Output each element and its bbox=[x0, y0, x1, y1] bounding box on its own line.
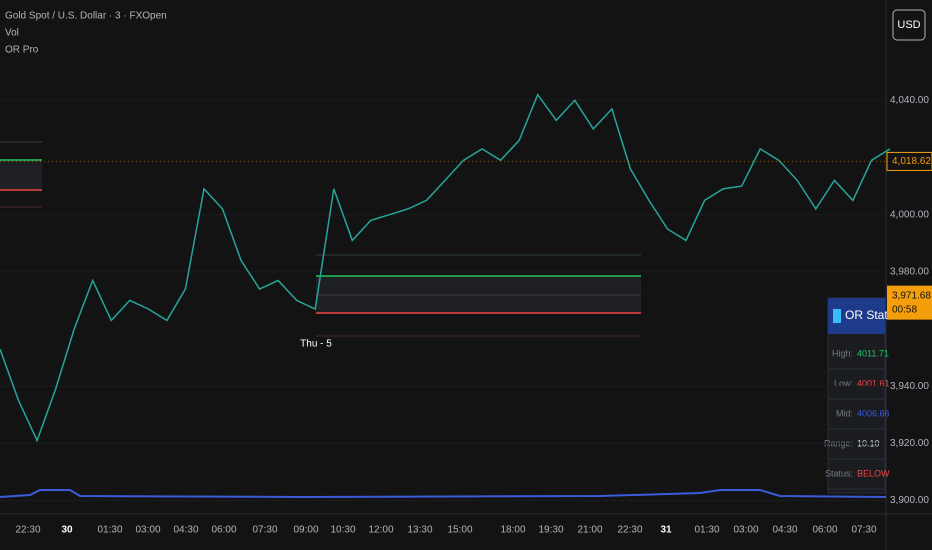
currency-button[interactable] bbox=[892, 9, 926, 41]
y-tick-label: 4,000.00 bbox=[890, 209, 929, 220]
x-tick-label: 19:30 bbox=[538, 525, 563, 536]
y-tick-label: 3,920.00 bbox=[890, 438, 929, 449]
cursor-price-tag bbox=[887, 285, 932, 320]
last-price: 4,018.62 bbox=[892, 156, 931, 167]
x-tick-label: 22:30 bbox=[617, 525, 642, 536]
x-tick-label: 21:00 bbox=[577, 525, 602, 536]
symbol: Gold Spot / U.S. Dollar · 3 · FXOpen bbox=[5, 11, 167, 22]
x-tick-label: 10:30 bbox=[330, 525, 355, 536]
indicator: OR Pro bbox=[5, 45, 39, 56]
x-tick-label: 06:00 bbox=[812, 525, 837, 536]
x-tick-label: 07:30 bbox=[252, 525, 277, 536]
x-tick-label: 31 bbox=[660, 525, 672, 536]
x-tick-label: 01:30 bbox=[694, 525, 719, 536]
last-price-tag bbox=[886, 151, 932, 171]
x-tick-label: 22:30 bbox=[15, 525, 40, 536]
x-tick-label: 03:00 bbox=[733, 525, 758, 536]
countdown: 00:58 bbox=[892, 304, 917, 315]
y-tick-label: 3,940.00 bbox=[890, 381, 929, 392]
session-label: Thu - 5 bbox=[300, 339, 332, 350]
indicator: Vol bbox=[5, 28, 19, 39]
x-tick-label: 12:00 bbox=[368, 525, 393, 536]
x-tick-label: 04:30 bbox=[772, 525, 797, 536]
stats-value: BELOW bbox=[857, 468, 890, 478]
y-tick-label: 3,900.00 bbox=[890, 495, 929, 506]
stats-table: OR Stats High: 4011.71 Low: 4001.61 Mid: 4006… bbox=[824, 297, 894, 494]
or-box bbox=[0, 160, 42, 190]
x-tick-label: 07:30 bbox=[851, 525, 876, 536]
currency[interactable]: USD bbox=[897, 19, 920, 31]
x-tick-label: 06:00 bbox=[211, 525, 236, 536]
x-tick-label: 30 bbox=[61, 525, 73, 536]
x-tick-label: 01:30 bbox=[97, 525, 122, 536]
volume-line bbox=[0, 489, 887, 499]
stats-title: OR Stats bbox=[845, 308, 894, 322]
stats-key: High: bbox=[832, 348, 853, 358]
x-tick-label: 13:30 bbox=[407, 525, 432, 536]
x-tick-label: 09:00 bbox=[293, 525, 318, 536]
price-line bbox=[0, 93, 891, 443]
stats-key: Low: bbox=[834, 378, 853, 388]
stats-icon bbox=[833, 309, 841, 323]
stats-key: Status: bbox=[825, 468, 853, 478]
stats-value: 4001.61 bbox=[857, 378, 890, 388]
stats-key: Mid: bbox=[836, 408, 853, 418]
y-tick-label: 4,040.00 bbox=[890, 95, 929, 106]
x-tick-label: 18:00 bbox=[500, 525, 525, 536]
x-tick-label: 15:00 bbox=[447, 525, 472, 536]
stats-value: 4011.71 bbox=[857, 348, 889, 358]
cursor-price: 3,971.68 bbox=[892, 290, 931, 301]
x-tick-label: 04:30 bbox=[173, 525, 198, 536]
x-tick-label: 03:00 bbox=[135, 525, 160, 536]
y-tick-label: 3,980.00 bbox=[890, 266, 929, 277]
stats-value: 4006.66 bbox=[857, 408, 890, 418]
